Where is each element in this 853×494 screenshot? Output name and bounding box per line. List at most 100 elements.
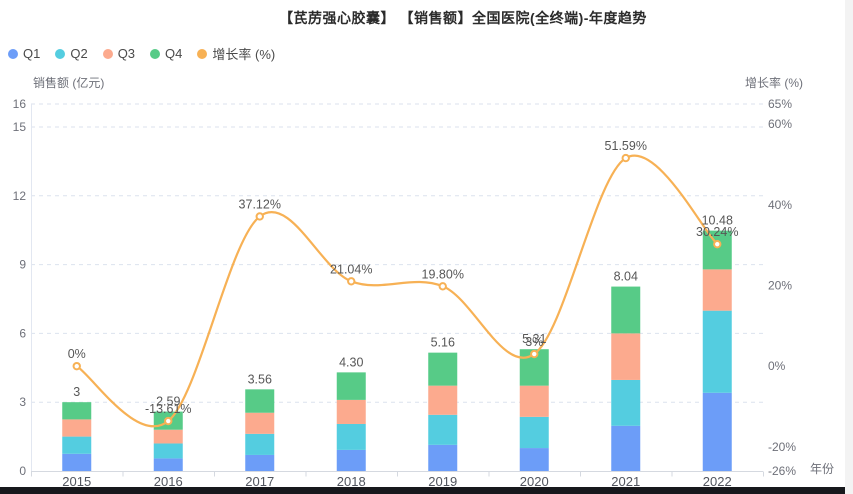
right-tick-label: -26% [768, 464, 796, 478]
left-axis-title: 销售额 (亿元) [33, 76, 105, 90]
right-tick-label: 40% [768, 198, 792, 212]
total-label-2021: 8.04 [614, 270, 638, 284]
legend-item-q4[interactable]: Q4 [150, 46, 182, 61]
legend-dot-icon [197, 48, 208, 59]
left-tick-label: 12 [13, 189, 27, 203]
x-tick-label: 2019 [428, 474, 457, 489]
growth-rate-line[interactable] [76, 154, 719, 428]
line-point-2020[interactable] [530, 349, 539, 359]
bar-segment-2019-q2[interactable] [428, 414, 458, 445]
bar-segment-2022-q2[interactable] [702, 310, 732, 393]
growth-label-2021: 51.59% [605, 139, 647, 153]
right-axis-title: 增长率 (%) [745, 76, 803, 90]
chart-title: 【芪苈强心胶囊】 【销售额】全国医院(全终端)-年度趋势 [279, 10, 647, 26]
x-tick-label: 2022 [703, 474, 732, 489]
x-tick-label: 2021 [611, 474, 640, 489]
bar-segment-2020-q2[interactable] [519, 416, 549, 449]
bar-segment-2015-q4[interactable] [62, 402, 92, 420]
bar-segment-2019-q4[interactable] [428, 352, 458, 386]
legend-item-q2[interactable]: Q2 [55, 46, 88, 61]
left-tick-label: 6 [19, 326, 26, 340]
left-tick-label: 16 [13, 97, 27, 111]
growth-label-2020: 3% [525, 335, 543, 349]
bar-segment-2018-q1[interactable] [336, 449, 366, 471]
bar-segment-2021-q3[interactable] [611, 333, 641, 380]
bar-segment-2015-q2[interactable] [62, 436, 92, 454]
bar-segment-2022-q3[interactable] [702, 269, 732, 311]
right-tick-label: 60% [768, 117, 792, 131]
bar-segment-2021-q1[interactable] [611, 425, 641, 471]
total-label-2019: 5.16 [431, 336, 455, 350]
bar-segment-2017-q4[interactable] [245, 389, 275, 413]
legend-item-q1[interactable]: Q1 [8, 46, 40, 61]
bar-segment-2016-q3[interactable] [153, 429, 183, 444]
bar-segment-2018-q2[interactable] [336, 423, 366, 450]
growth-label-2019: 19.80% [422, 267, 464, 281]
bar-segment-2019-q1[interactable] [428, 444, 458, 471]
x-axis-title: 年份 [810, 462, 835, 476]
bar-segment-2017-q3[interactable] [245, 412, 275, 434]
bar-segment-2017-q2[interactable] [245, 433, 275, 455]
bar-segment-2022-q4[interactable] [702, 230, 732, 270]
line-point-2019[interactable] [438, 282, 447, 291]
legend-item-label: Q4 [165, 46, 183, 61]
bar-segment-2015-q3[interactable] [62, 419, 92, 437]
legend-dot-icon [102, 48, 113, 59]
bar-segment-2019-q3[interactable] [428, 385, 458, 415]
growth-label-2017: 37.12% [239, 197, 281, 211]
legend-item-label: Q3 [117, 46, 136, 61]
bar-segment-2016-q1[interactable] [153, 458, 183, 471]
line-point-2021[interactable] [621, 153, 630, 163]
left-tick-label: 3 [19, 395, 26, 409]
legend-dot-icon [150, 48, 161, 59]
bar-segment-2021-q2[interactable] [611, 379, 641, 426]
x-tick-label: 2018 [337, 474, 366, 489]
growth-label-2022: 30.24% [696, 225, 738, 239]
left-tick-label: 9 [19, 258, 26, 272]
line-point-2017[interactable] [255, 212, 264, 221]
left-tick-label: 15 [13, 120, 27, 134]
line-point-2022[interactable] [713, 239, 722, 249]
bar-segment-2015-q1[interactable] [62, 453, 92, 471]
bar-segment-2018-q3[interactable] [336, 399, 366, 424]
growth-label-2015: 0% [68, 347, 86, 361]
bar-segment-2021-q4[interactable] [611, 286, 641, 334]
legend-item-label: Q2 [70, 46, 88, 61]
legend-dot-icon [8, 48, 18, 59]
bottom-window-edge [0, 487, 845, 494]
total-label-2018: 4.30 [339, 355, 363, 369]
legend-item-q3[interactable]: Q3 [102, 46, 136, 61]
legend-dot-icon [55, 48, 66, 59]
total-label-2016: 2.59 [156, 395, 180, 409]
bar-segment-2020-q1[interactable] [519, 448, 549, 471]
legend-item-label: Q1 [23, 46, 41, 61]
bar-segment-2020-q3[interactable] [519, 385, 549, 417]
x-tick-label: 2020 [520, 474, 549, 489]
right-tick-label: 65% [768, 97, 792, 111]
total-label-2015: 3 [73, 385, 80, 399]
x-tick-label: 2016 [154, 474, 183, 489]
line-point-2018[interactable] [347, 277, 356, 286]
bar-segment-2022-q1[interactable] [702, 392, 732, 471]
x-tick-label: 2017 [245, 474, 274, 489]
growth-label-2016: -13.61% [145, 402, 192, 416]
bar-segment-2018-q4[interactable] [336, 372, 366, 400]
legend-item-label: 增长率 (%) [212, 47, 276, 62]
total-label-2017: 3.56 [248, 372, 272, 386]
right-tick-label: 20% [768, 278, 792, 292]
bar-segment-2016-q2[interactable] [153, 443, 183, 459]
right-edge-strip [845, 0, 853, 494]
total-label-2020: 5.31 [522, 332, 546, 346]
line-point-2016[interactable] [164, 416, 173, 426]
right-tick-label: -20% [768, 440, 796, 454]
x-tick-label: 2015 [62, 474, 91, 489]
line-point-2015[interactable] [72, 361, 81, 371]
growth-label-2018: 21.04% [330, 262, 372, 276]
total-label-2022: 10.48 [702, 214, 733, 228]
right-tick-label: 0% [768, 359, 786, 373]
legend: Q1 Q2 Q3 Q4 增长率 (%) [8, 44, 275, 63]
bar-segment-2017-q1[interactable] [245, 454, 275, 471]
legend-item-growth-rate[interactable]: 增长率 (%) [197, 44, 275, 63]
